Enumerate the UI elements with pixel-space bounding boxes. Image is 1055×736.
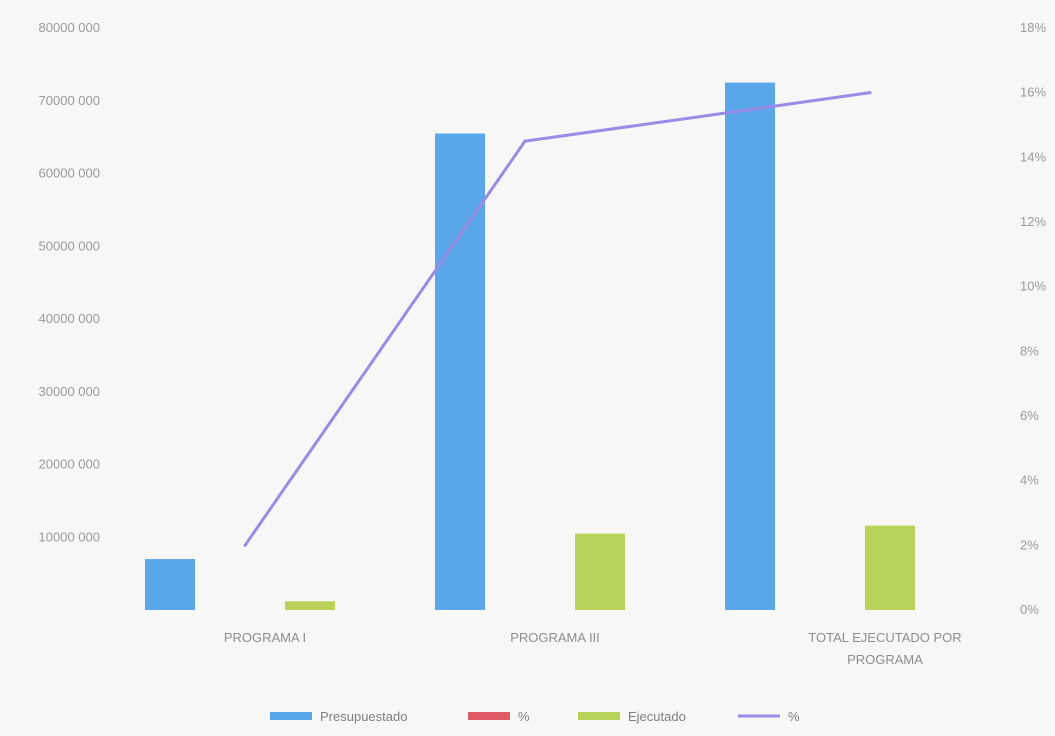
right-tick-label: 2% <box>1020 537 1039 552</box>
right-tick-label: 4% <box>1020 473 1039 488</box>
right-tick-label: 8% <box>1020 343 1039 358</box>
right-tick-label: 18% <box>1020 20 1046 35</box>
bar-presupuestado <box>435 133 485 611</box>
category-label: TOTAL EJECUTADO POR <box>808 630 961 645</box>
left-tick-label: 60000 000 <box>39 166 100 181</box>
line-point <box>243 543 247 547</box>
right-axis: 0% 2% 4% 6% 8% 10% 12% 14% 16% 18% <box>1020 20 1046 617</box>
line-series <box>243 91 872 547</box>
right-tick-label: 12% <box>1020 214 1046 229</box>
right-tick-label: 14% <box>1020 149 1046 164</box>
left-tick-label: 50000 000 <box>39 238 100 253</box>
line-point <box>523 139 527 143</box>
right-tick-label: 6% <box>1020 408 1039 423</box>
left-tick-label: 30000 000 <box>39 384 100 399</box>
bar-presupuestado <box>725 82 775 610</box>
bar-ejecutado <box>575 533 625 610</box>
left-tick-label: 10000 000 <box>39 529 100 544</box>
category-label: PROGRAMA III <box>510 630 600 645</box>
legend-swatch <box>270 712 312 720</box>
legend-swatch <box>578 712 620 720</box>
left-tick-label: 80000 000 <box>39 20 100 35</box>
legend-label: Presupuestado <box>320 709 407 724</box>
bar-ejecutado <box>865 525 915 610</box>
left-tick-label: 70000 000 <box>39 93 100 108</box>
category-labels: PROGRAMA I PROGRAMA III TOTAL EJECUTADO PO… <box>224 630 962 667</box>
category-label: PROGRAMA <box>847 652 923 667</box>
legend-swatch <box>468 712 510 720</box>
legend-label: Ejecutado <box>628 709 686 724</box>
legend-label: % <box>788 709 800 724</box>
right-tick-label: 16% <box>1020 85 1046 100</box>
right-tick-label: 0% <box>1020 602 1039 617</box>
left-tick-label: 20000 000 <box>39 457 100 472</box>
legend-label: % <box>518 709 530 724</box>
category-label: PROGRAMA I <box>224 630 306 645</box>
legend: Presupuestado% Ejecutado% <box>270 709 800 724</box>
bar-series <box>145 82 915 611</box>
bar-presupuestado <box>145 559 195 610</box>
line-point <box>868 91 872 95</box>
line-percent <box>243 91 871 547</box>
bar-ejecutado <box>285 601 335 610</box>
left-tick-label: 40000 000 <box>39 311 100 326</box>
left-axis: 10000 000 20000 000 30000 000 40000 000 5000… <box>39 20 100 544</box>
right-tick-label: 10% <box>1020 279 1046 294</box>
